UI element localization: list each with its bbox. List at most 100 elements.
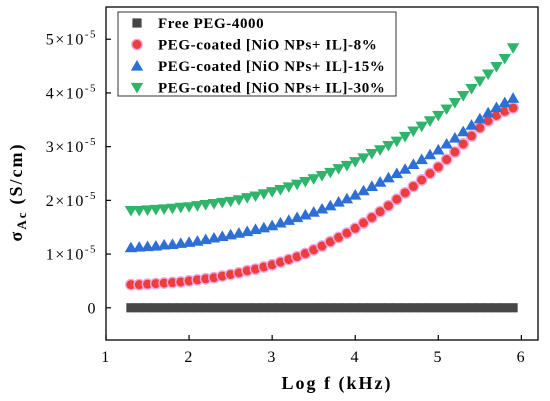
free-peg-4000-point <box>134 303 144 313</box>
free-peg-4000-point <box>242 303 252 313</box>
legend-box <box>117 11 397 97</box>
peg-coated-nio-nps-il-30-point <box>415 121 428 133</box>
y-tick-label-exponent: -5 <box>85 190 97 202</box>
peg-coated-nio-nps-il-8-point <box>349 222 362 235</box>
peg-coated-nio-nps-il-30-point <box>274 185 287 196</box>
peg-coated-nio-nps-il-30-point <box>157 204 171 215</box>
peg-coated-nio-nps-il-15-point <box>398 163 412 174</box>
peg-coated-nio-nps-il-15-point <box>299 208 312 220</box>
legend-label: PEG-coated [NiO NPs+ IL]-8% <box>158 38 377 54</box>
free-peg-4000-point <box>325 303 335 313</box>
y-tick-label-base: 2×10 <box>46 193 85 210</box>
x-tick-label: 3 <box>267 349 277 366</box>
y-tick-label-base: 4×10 <box>46 85 85 102</box>
free-peg-4000-point <box>417 303 427 313</box>
y-tick-label-exponent: -5 <box>85 82 97 94</box>
peg-coated-nio-nps-il-15-point <box>290 211 304 223</box>
legend-item: PEG-coated [NiO NPs+ IL]-8% <box>131 38 377 54</box>
peg-coated-nio-nps-il-30-point <box>349 157 362 168</box>
peg-coated-nio-nps-il-30-point <box>382 140 395 152</box>
peg-coated-nio-nps-il-8-point <box>449 146 461 158</box>
peg-coated-nio-nps-il-30-point <box>448 98 462 109</box>
data-series-layer <box>124 43 520 313</box>
peg-coated-nio-nps-il-15-point <box>407 158 420 169</box>
free-peg-4000-point <box>126 303 136 313</box>
legend-item: PEG-coated [NiO NPs+ IL]-15% <box>130 59 385 75</box>
legend-label: PEG-coated [NiO NPs+ IL]-15% <box>158 59 385 75</box>
free-peg-4000-point <box>400 303 410 313</box>
peg-coated-nio-nps-il-15-point <box>133 241 146 252</box>
y-axis-label-subscript: Ac <box>14 211 29 230</box>
peg-coated-nio-nps-il-15-point <box>315 202 329 214</box>
peg-coated-nio-nps-il-15-point <box>498 96 511 108</box>
y-tick-label: 5×10-5 <box>46 29 97 49</box>
free-peg-4000-point <box>201 303 211 313</box>
peg-coated-nio-nps-il-8-point <box>440 153 453 166</box>
free-peg-4000-point <box>500 303 510 313</box>
free-peg-4000-point <box>350 303 360 313</box>
peg-coated-nio-nps-il-30-point <box>207 198 221 210</box>
peg-coated-nio-nps-il-8-point <box>382 199 395 212</box>
peg-coated-nio-nps-il-30-point <box>365 149 379 160</box>
free-peg-4000-point <box>342 303 352 313</box>
legend-marker <box>130 60 144 71</box>
peg-coated-nio-nps-il-30-point <box>124 205 138 217</box>
free-peg-4000-point <box>292 303 302 313</box>
peg-coated-nio-nps-il-8-point <box>407 180 420 193</box>
peg-coated-nio-nps-il-15-point <box>282 214 295 225</box>
free-peg-4000-point <box>491 303 502 313</box>
peg-coated-nio-nps-il-8-point <box>390 193 403 206</box>
peg-coated-nio-nps-il-15-point <box>390 167 403 179</box>
free-peg-4000-point <box>442 303 452 313</box>
x-tick-label: 2 <box>184 349 194 366</box>
free-peg-4000-point <box>392 303 402 313</box>
peg-coated-nio-nps-il-15-point <box>340 192 354 204</box>
peg-coated-nio-nps-il-30-point <box>506 43 520 54</box>
peg-coated-nio-nps-il-30-point <box>324 167 337 179</box>
free-peg-4000-point <box>408 303 418 313</box>
peg-coated-nio-nps-il-30-point <box>490 62 503 73</box>
peg-coated-nio-nps-il-30-point <box>398 131 412 143</box>
y-tick-label-exponent: -5 <box>85 29 97 41</box>
free-peg-4000-point <box>466 303 477 313</box>
peg-coated-nio-nps-il-30-point <box>373 145 387 156</box>
free-peg-4000-point <box>358 303 369 313</box>
peg-coated-nio-nps-il-30-point <box>199 200 212 211</box>
free-peg-4000-point <box>508 303 518 313</box>
legend-item: PEG-coated [NiO NPs+ IL]-30% <box>130 81 385 97</box>
peg-coated-nio-nps-il-15-point <box>415 153 428 165</box>
peg-coated-nio-nps-il-8-point <box>415 174 428 186</box>
peg-coated-nio-nps-il-30-point <box>299 176 312 188</box>
free-peg-4000-point <box>383 303 394 313</box>
legend-label: Free PEG-4000 <box>158 16 264 32</box>
peg-coated-nio-nps-il-15-point <box>274 216 287 228</box>
free-peg-4000-point <box>226 303 236 313</box>
peg-coated-nio-nps-il-15-point <box>349 188 362 200</box>
peg-coated-nio-nps-il-30-point <box>282 182 295 193</box>
peg-coated-nio-nps-il-15-point <box>357 184 370 196</box>
free-peg-4000-point <box>234 303 244 313</box>
peg-coated-nio-nps-il-30-point <box>141 205 154 217</box>
x-axis-label: Log f (kHz) <box>282 373 393 394</box>
legend: Free PEG-4000 PEG-coated [NiO NPs+ IL]-8%… <box>117 11 397 97</box>
peg-coated-nio-nps-il-30-point <box>498 53 511 65</box>
free-peg-4000-point <box>375 303 385 313</box>
x-tick-label: 4 <box>350 349 360 366</box>
legend-item: Free PEG-4000 <box>132 16 264 32</box>
peg-coated-nio-nps-il-30-point <box>149 204 163 216</box>
free-peg-4000-point <box>151 303 161 313</box>
peg-coated-nio-nps-il-15-point <box>332 195 345 207</box>
peg-coated-nio-nps-il-30-point <box>290 179 304 191</box>
free-peg-4000-point <box>184 303 194 313</box>
peg-coated-nio-nps-il-15-point <box>490 101 503 113</box>
free-peg-4000-point <box>142 303 153 313</box>
legend-label: PEG-coated [NiO NPs+ IL]-30% <box>158 81 385 97</box>
peg-coated-nio-nps-il-15-point <box>506 92 520 103</box>
y-tick-label: 3×10-5 <box>46 136 97 156</box>
free-peg-4000-point <box>425 303 435 313</box>
peg-coated-nio-nps-il-30-point <box>390 136 403 148</box>
legend-marker <box>131 38 143 51</box>
peg-coated-nio-nps-il-15-point <box>157 238 171 250</box>
